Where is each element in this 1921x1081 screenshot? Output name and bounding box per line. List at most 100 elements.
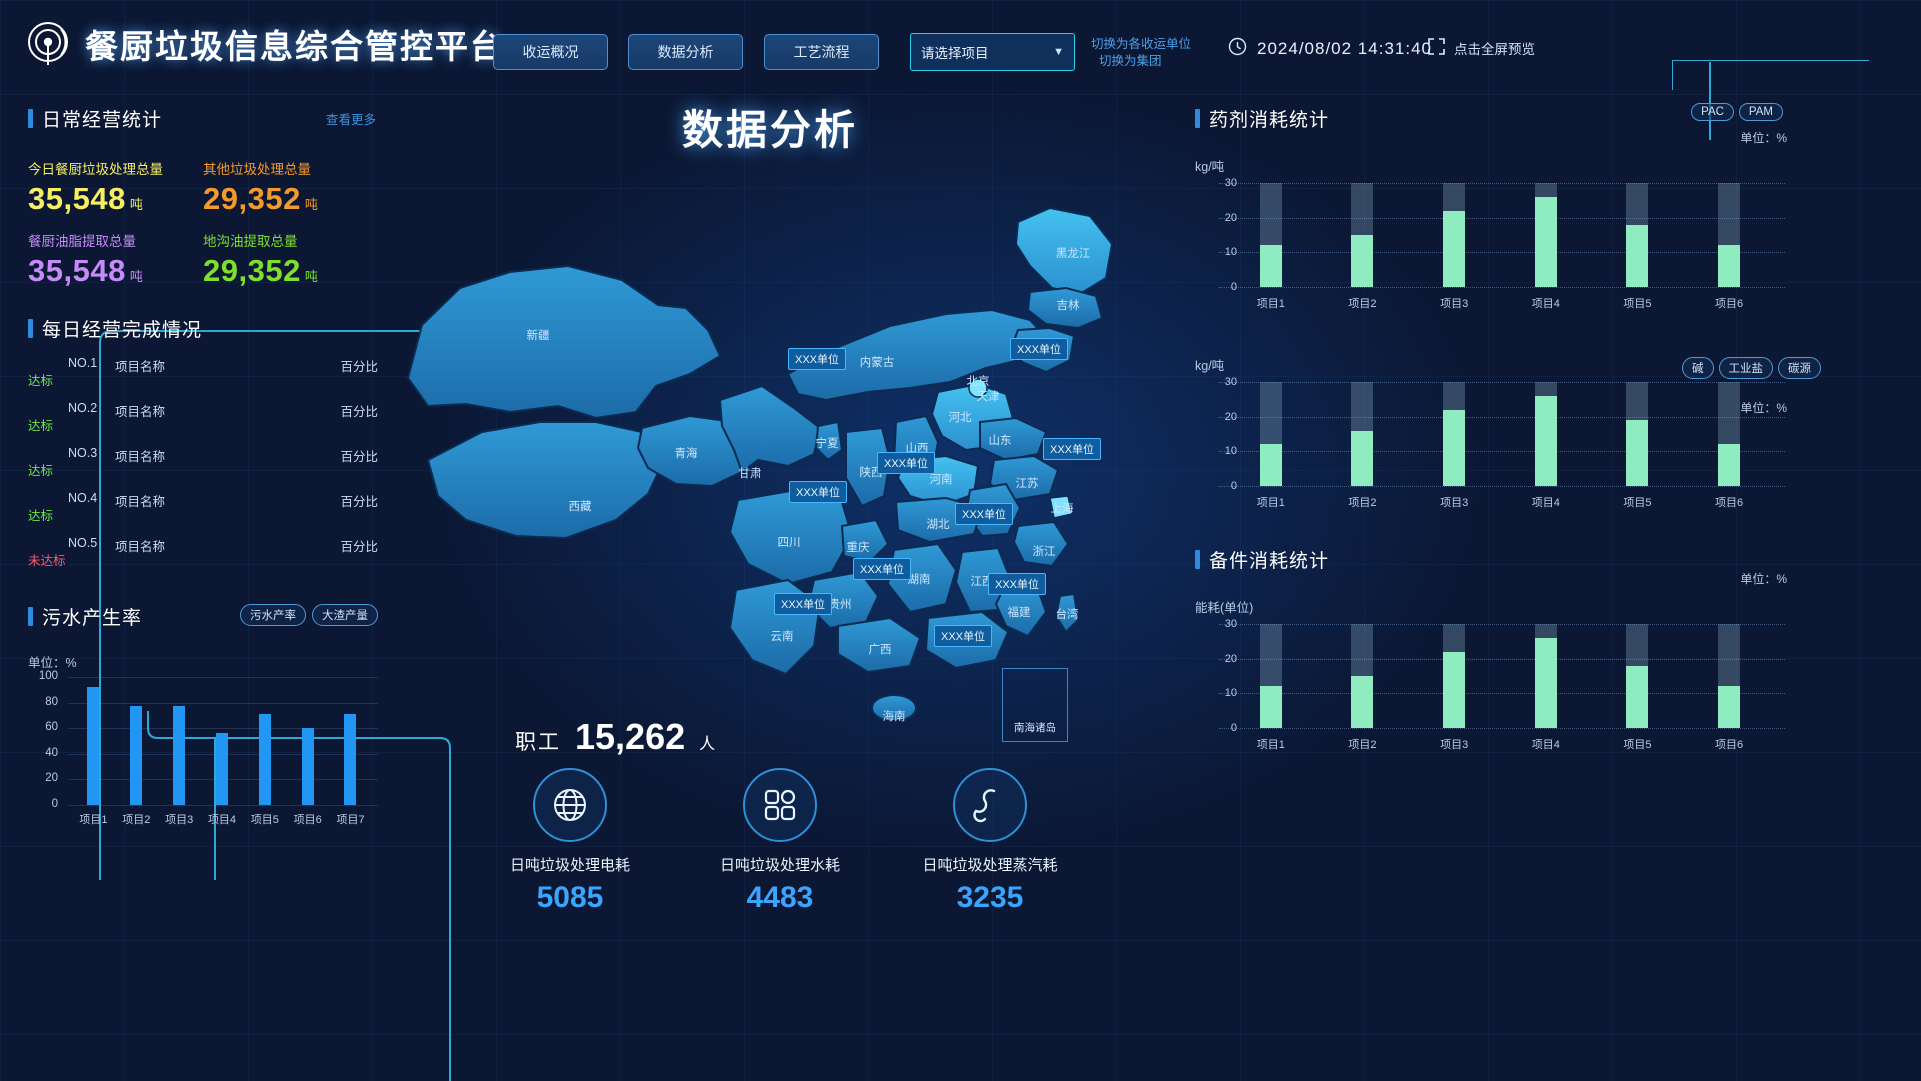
ranking-project-name: 项目名称 [115,495,166,509]
map-province-label: 广西 [868,644,892,656]
map-unit-tag[interactable]: XXX单位 [1009,338,1069,360]
chart-x-tick: 项目4 [1531,298,1560,310]
ranking-index: NO.1 [68,356,98,370]
chart-bar-column[interactable] [1351,624,1374,728]
tab-industrial-salt[interactable]: 工业盐 [1718,357,1773,379]
province-xinjiang[interactable] [406,264,722,420]
nav-button-process[interactable]: 工艺流程 [764,34,879,70]
stat-unit: 吨 [304,197,319,212]
chart-bar-column[interactable] [1626,183,1649,287]
map-unit-tag[interactable]: XXX单位 [876,452,936,474]
map-unit-tag[interactable]: XXX单位 [954,503,1014,525]
chemical-tabs-2: 碱 工业盐 碳源 [1682,357,1821,379]
chart-bar[interactable] [258,714,271,805]
stat-value: 35,548 吨 [28,181,203,217]
ranking-row-head: NO.1 项目名称 百分比 [68,356,378,375]
parts-consumption-title-text: 备件消耗统计 [1209,551,1330,572]
ranking-row-head: NO.5 项目名称 百分比 [68,536,378,555]
chart-x-tick: 项目3 [1440,497,1469,509]
ranking-row[interactable]: 达标 NO.4 项目名称 百分比 [28,491,378,536]
tab-sewage-rate[interactable]: 污水产率 [240,604,306,626]
stat-unit: 吨 [129,269,144,284]
tab-pac[interactable]: PAC [1691,103,1734,121]
daily-completion-title: 每日经营完成情况 [28,315,378,342]
map-unit-tag[interactable]: XXX单位 [1042,438,1102,460]
project-select-value: 请选择项目 [921,46,989,61]
map-unit-tag[interactable]: XXX单位 [788,481,848,503]
nav-button-analysis[interactable]: 数据分析 [628,34,743,70]
chart-bar-column[interactable] [1351,183,1374,287]
nav-button-shouyun[interactable]: 收运概况 [493,34,608,70]
steam-icon [953,768,1027,842]
ranking-percent-label: 百分比 [340,495,378,509]
chart-bar[interactable] [173,706,186,805]
chart-x-tick: 项目6 [293,814,322,826]
china-map[interactable]: 新疆西藏青海甘肃内蒙古黑龙江吉林辽宁北京天津河北山西山东宁夏陕西河南江苏安徽上海… [390,160,1150,742]
province-tibet[interactable] [426,421,666,540]
project-select[interactable]: 请选择项目 ▼ [910,33,1075,71]
ranking-status-badge: 未达标 [28,554,66,568]
chart-bar [1259,245,1282,287]
chart-bar-column[interactable] [1443,382,1466,486]
kpi-electricity[interactable]: 日吨垃圾处理电耗 5085 [480,768,660,915]
ranking-row[interactable]: 达标 NO.1 项目名称 百分比 [28,356,378,401]
chart-bar-column[interactable] [1534,624,1557,728]
ranking-percent-label: 百分比 [340,450,378,464]
chart-x-tick: 项目2 [1348,298,1377,310]
chart-bar-column[interactable] [1443,183,1466,287]
switch-to-units-link[interactable]: 切换为各收运单位 [1091,37,1192,51]
ranking-row[interactable]: 未达标 NO.5 项目名称 百分比 [28,536,378,581]
chart-bar[interactable] [215,733,228,805]
chart-bar-column[interactable] [1626,382,1649,486]
kpi-value: 4483 [746,881,814,914]
ranking-row-body: NO.5 项目名称 百分比 [68,536,378,555]
fullscreen-button[interactable]: 点击全屏预览 [1428,38,1535,58]
map-unit-tag[interactable]: XXX单位 [852,558,912,580]
tab-slag-output[interactable]: 大渣产量 [312,604,378,626]
map-unit-tag[interactable]: XXX单位 [787,348,847,370]
chart-bar-column[interactable] [1534,183,1557,287]
stat-number: 29,352 [203,181,301,216]
map-unit-tag[interactable]: XXX单位 [987,573,1047,595]
kpi-water[interactable]: 日吨垃圾处理水耗 4483 [690,768,870,915]
chart-bar-column[interactable] [1443,624,1466,728]
chart-bar[interactable] [344,714,357,805]
chart-bar-column[interactable] [1718,183,1741,287]
map-province-label: 西藏 [568,501,592,513]
tab-carbon-source[interactable]: 碳源 [1778,357,1821,379]
ranking-row-body: NO.2 项目名称 百分比 [68,401,378,420]
chart-bar[interactable] [301,728,314,805]
map-unit-tag[interactable]: XXX单位 [933,625,993,647]
chart-bar-column[interactable] [1259,382,1282,486]
tab-pam[interactable]: PAM [1738,103,1783,121]
chart-bar-column[interactable] [1626,624,1649,728]
ranking-row-body: NO.3 项目名称 百分比 [68,446,378,465]
chart-bar[interactable] [130,706,143,805]
chart-bar-column[interactable] [1534,382,1557,486]
map-province-label: 台湾 [1055,609,1079,621]
switch-to-group-link[interactable]: 切换为集团 [1099,54,1162,68]
stat-number: 29,352 [203,253,301,288]
ranking-row-head: NO.4 项目名称 百分比 [68,491,378,510]
chart-bar-column[interactable] [1718,624,1741,728]
chart-x-labels: 项目1 项目2 项目3 项目4 项目5 项目6 [1225,494,1775,510]
kpi-steam[interactable]: 日吨垃圾处理蒸汽耗 3235 [900,768,1080,915]
map-province-label: 上海 [1050,503,1074,515]
grid-icon [743,768,817,842]
ranking-index: NO.3 [68,446,98,460]
chart-bar [1351,676,1374,728]
ranking-project-name: 项目名称 [115,405,166,419]
tab-alkali[interactable]: 碱 [1682,357,1714,379]
parts-consumption-bar-chart: 0 10 20 30 项目1 项目2 项目3 项目4 项目5 项目6 [1195,618,1785,752]
chemical-pac-bar-chart: 0 10 20 30 项目1 项目2 项目3 项目4 项目5 项目6 [1195,177,1785,311]
map-unit-tag[interactable]: XXX单位 [773,593,833,615]
chart-bar-column[interactable] [1259,624,1282,728]
chart-bar[interactable] [87,687,100,805]
ranking-row[interactable]: 达标 NO.2 项目名称 百分比 [28,401,378,446]
view-more-link[interactable]: 查看更多 [325,113,376,127]
chart-bar-column[interactable] [1259,183,1282,287]
map-province-label: 青海 [674,448,698,460]
ranking-row[interactable]: 达标 NO.3 项目名称 百分比 [28,446,378,491]
chart-bar-column[interactable] [1351,382,1374,486]
chart-bar-column[interactable] [1718,382,1741,486]
